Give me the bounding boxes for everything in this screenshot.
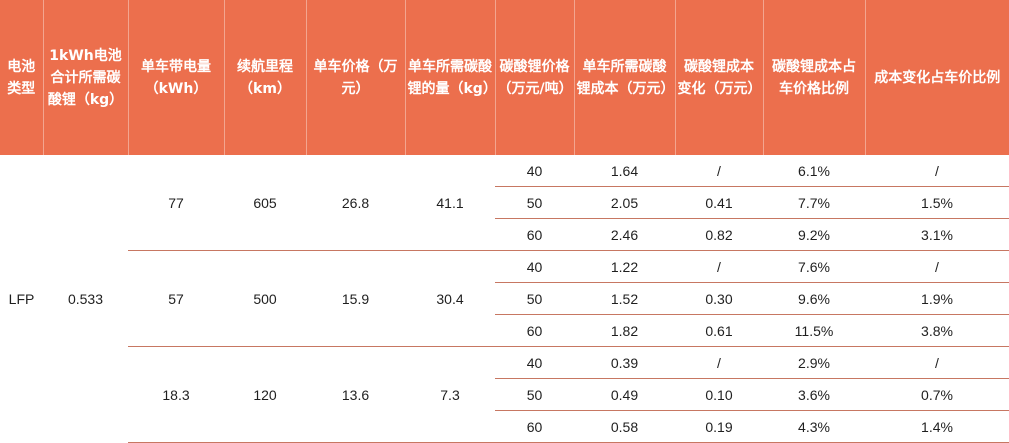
cost-ratio-cell: 4.3% <box>763 410 865 443</box>
change-ratio-cell: 3.8% <box>865 314 1009 347</box>
header-lithium-amount: 单车所需碳酸锂的量（kg） <box>405 0 497 155</box>
li-price-cell: 60 <box>495 218 574 251</box>
range-cell: 605 <box>224 155 306 251</box>
header-capacity: 单车带电量（kWh） <box>128 0 225 155</box>
li-price-cell: 60 <box>495 314 574 347</box>
li-cost-cell: 1.82 <box>574 314 675 347</box>
header-row: 电池类型 1kWh电池合计所需碳酸锂（kg） 单车带电量（kWh） 续航里程（k… <box>0 0 1009 155</box>
table-row: 50 2.05 0.41 7.7% 1.5% <box>0 186 1009 219</box>
li-cost-cell: 1.52 <box>574 282 675 315</box>
li-price-cell: 40 <box>495 346 574 379</box>
change-ratio-cell: 1.4% <box>865 410 1009 443</box>
cost-ratio-cell: 3.6% <box>763 378 865 411</box>
cost-change-cell: 0.30 <box>675 282 763 315</box>
cost-ratio-cell: 7.6% <box>763 250 865 283</box>
li-price-cell: 50 <box>495 378 574 411</box>
price-cell: 15.9 <box>306 250 405 347</box>
table-row: 50 1.52 0.30 9.6% 1.9% <box>0 282 1009 315</box>
capacity-cell: 57 <box>128 250 224 347</box>
lithium-amount-cell: 30.4 <box>405 250 495 347</box>
table-row: 60 2.46 0.82 9.2% 3.1% <box>0 218 1009 251</box>
header-range: 续航里程（km） <box>224 0 307 155</box>
cost-ratio-cell: 6.1% <box>763 155 865 187</box>
li-cost-cell: 2.46 <box>574 218 675 251</box>
range-cell: 500 <box>224 250 306 347</box>
li-price-cell: 40 <box>495 250 574 283</box>
cost-change-cell: 0.61 <box>675 314 763 347</box>
header-battery-type: 电池类型 <box>0 0 44 155</box>
li-cost-cell: 0.58 <box>574 410 675 443</box>
cost-ratio-cell: 9.2% <box>763 218 865 251</box>
cost-ratio-cell: 7.7% <box>763 186 865 219</box>
li-cost-cell: 1.22 <box>574 250 675 283</box>
cost-change-cell: 0.41 <box>675 186 763 219</box>
cost-change-cell: 0.19 <box>675 410 763 443</box>
capacity-cell: 77 <box>128 155 224 251</box>
li-price-cell: 40 <box>495 155 574 187</box>
header-cost-ratio: 碳酸锂成本占车价格比例 <box>763 0 866 155</box>
li-cost-cell: 0.49 <box>574 378 675 411</box>
battery-type-cell: LFP <box>8 290 35 307</box>
capacity-cell: 18.3 <box>128 346 224 443</box>
li-cost-cell: 2.05 <box>574 186 675 219</box>
table-body: LFP 0.533 77 605 26.8 41.1 40 1.64/6.1%/50 2.05 0… <box>0 155 1009 443</box>
header-cost-change: 碳酸锂成本变化（万元） <box>675 0 764 155</box>
cost-change-cell: / <box>675 346 763 379</box>
change-ratio-cell: 1.5% <box>865 186 1009 219</box>
price-cell: 26.8 <box>306 155 405 251</box>
li-price-cell: 50 <box>495 186 574 219</box>
cost-change-cell: 0.82 <box>675 218 763 251</box>
li-price-cell: 60 <box>495 410 574 443</box>
cost-ratio-cell: 11.5% <box>763 314 865 347</box>
header-lithium-per-kwh: 1kWh电池合计所需碳酸锂（kg） <box>43 0 129 155</box>
change-ratio-cell: / <box>865 346 1009 379</box>
header-price: 单车价格（万元） <box>306 0 406 155</box>
cost-change-cell: 0.10 <box>675 378 763 411</box>
header-lithium-cost: 单车所需碳酸锂成本（万元） <box>574 0 676 155</box>
table-row: 18.3 120 13.6 7.3 40 0.39/2.9% / <box>0 346 1009 443</box>
table-row: 50 0.49 0.10 3.6% 0.7% <box>0 378 1009 411</box>
price-cell: 13.6 <box>306 346 405 443</box>
cost-change-cell: / <box>675 250 763 283</box>
table-row: 60 1.82 0.61 11.5% 3.8% <box>0 314 1009 347</box>
table-row: LFP 0.533 77 605 26.8 41.1 40 1.64/6.1% / <box>0 155 1009 307</box>
change-ratio-cell: 0.7% <box>865 378 1009 411</box>
lithium-per-kwh-cell: 0.533 <box>67 290 104 307</box>
header-lithium-price: 碳酸锂价格（万元/吨） <box>495 0 575 155</box>
range-cell: 120 <box>224 346 306 443</box>
change-ratio-cell: / <box>865 250 1009 283</box>
lithium-amount-cell: 7.3 <box>405 346 495 443</box>
li-cost-cell: 1.64 <box>574 155 675 187</box>
change-ratio-cell: / <box>865 155 1009 187</box>
change-ratio-cell: 3.1% <box>865 218 1009 251</box>
cost-change-cell: / <box>675 155 763 187</box>
cost-ratio-cell: 9.6% <box>763 282 865 315</box>
li-cost-cell: 0.39 <box>574 346 675 379</box>
li-price-cell: 50 <box>495 282 574 315</box>
lithium-amount-cell: 41.1 <box>405 155 495 251</box>
table-row: 57 500 15.9 30.4 40 1.22/7.6% / <box>0 250 1009 347</box>
cost-ratio-cell: 2.9% <box>763 346 865 379</box>
change-ratio-cell: 1.9% <box>865 282 1009 315</box>
header-change-ratio: 成本变化占车价比例 <box>865 0 1009 155</box>
